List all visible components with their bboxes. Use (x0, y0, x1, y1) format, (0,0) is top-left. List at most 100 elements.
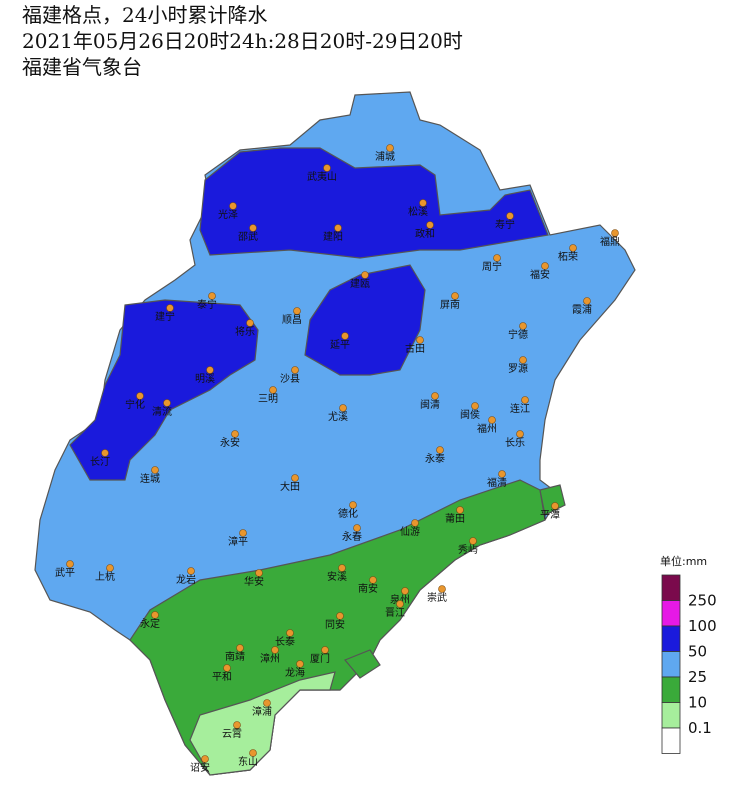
city-dot (436, 446, 444, 454)
city-label: 建瓯 (350, 277, 370, 290)
city-dot (341, 332, 349, 340)
city-dot (229, 202, 237, 210)
city-dot (233, 721, 241, 729)
city-dot (411, 519, 419, 527)
city-label: 清流 (152, 405, 172, 418)
legend-swatch (661, 676, 681, 703)
city-dot (551, 502, 559, 510)
city-label: 大田 (280, 480, 300, 493)
city-dot (488, 416, 496, 424)
legend-label: 0.1 (688, 719, 712, 737)
city-label: 长汀 (90, 456, 110, 468)
city-label: 福清 (487, 476, 507, 489)
city-label: 邵武 (238, 230, 258, 243)
city-label: 连城 (140, 472, 160, 485)
city-label: 平潭 (540, 509, 560, 521)
city-label: 霞浦 (572, 303, 592, 316)
city-dot (236, 644, 244, 652)
city-dot (426, 221, 434, 229)
title-line: 福建省气象台 (22, 55, 142, 79)
city-dot (271, 646, 279, 654)
city-label: 寿宁 (495, 218, 515, 231)
city-label: 将乐 (235, 326, 255, 338)
legend-swatch (661, 574, 681, 601)
city-label: 平和 (212, 671, 232, 683)
city-label: 永春 (342, 530, 362, 543)
city-label: 云霄 (222, 728, 242, 740)
city-dot (291, 366, 299, 374)
city-dot (401, 587, 409, 595)
city-label: 漳平 (228, 535, 248, 548)
city-label: 明溪 (195, 373, 215, 385)
city-dot (519, 356, 527, 364)
city-label: 武平 (55, 566, 75, 579)
title-line: 福建格点，24小时累计降水 (22, 3, 267, 27)
legend-swatch (661, 702, 681, 729)
city-label: 建宁 (155, 310, 175, 323)
city-label: 建阳 (323, 230, 343, 243)
city-label: 永定 (140, 617, 160, 630)
city-dot (163, 399, 171, 407)
city-label: 永安 (220, 436, 240, 449)
city-dot (541, 262, 549, 270)
city-dot (369, 576, 377, 584)
title-block: 福建格点，24小时累计降水 2021年05月26日20时24h:28日20时-2… (22, 3, 463, 79)
city-label: 莆田 (445, 512, 465, 525)
city-dot (323, 164, 331, 172)
city-label: 南靖 (225, 650, 245, 663)
city-dot (321, 646, 329, 654)
legend-swatch (661, 625, 681, 652)
city-label: 宁化 (125, 398, 145, 411)
city-label: 仙游 (400, 525, 420, 538)
city-label: 长乐 (505, 437, 525, 449)
city-label: 厦门 (310, 652, 330, 665)
city-dot (187, 567, 195, 575)
city-label: 诏安 (190, 761, 210, 774)
city-dot (231, 430, 239, 438)
city-dot (269, 386, 277, 394)
city-dot (239, 529, 247, 537)
city-dot (136, 392, 144, 400)
zone-50 (304, 264, 426, 376)
city-label: 安溪 (327, 570, 347, 583)
city-label: 长泰 (275, 635, 295, 648)
city-label: 上杭 (95, 570, 115, 583)
city-label: 泉州 (390, 593, 410, 606)
city-dot (416, 336, 424, 344)
legend: 单位:mm 250 100 50 25 10 0.1 (660, 554, 717, 754)
city-dot (223, 664, 231, 672)
city-label: 连江 (510, 402, 530, 415)
city-dot (208, 292, 216, 300)
city-dot (419, 199, 427, 207)
city-label: 罗源 (508, 362, 528, 375)
legend-label: 250 (688, 592, 717, 610)
city-dot (255, 569, 263, 577)
legend-swatch (661, 600, 681, 627)
city-label: 光泽 (218, 208, 238, 221)
city-label: 龙岩 (176, 573, 196, 586)
city-dot (498, 470, 506, 478)
city-dot (293, 307, 301, 315)
city-dot (519, 322, 527, 330)
island (539, 484, 566, 516)
city-dot (611, 229, 619, 237)
city-dot (456, 506, 464, 514)
city-dot (569, 244, 577, 252)
legend-label: 25 (688, 668, 707, 686)
legend-swatch (661, 727, 681, 754)
city-dot (286, 629, 294, 637)
city-dot (336, 612, 344, 620)
city-dot (516, 430, 524, 438)
city-label: 东山 (238, 755, 258, 768)
city-label: 泰宁 (197, 298, 217, 311)
city-dot (296, 660, 304, 668)
city-label: 漳州 (260, 652, 280, 665)
city-dot (349, 501, 357, 509)
city-dot (246, 319, 254, 327)
regions (34, 91, 636, 776)
city-label: 福鼎 (600, 235, 620, 248)
city-dot (206, 366, 214, 374)
city-dot (151, 611, 159, 619)
legend-unit: 单位:mm (660, 554, 707, 568)
city-label: 浦城 (375, 150, 395, 163)
